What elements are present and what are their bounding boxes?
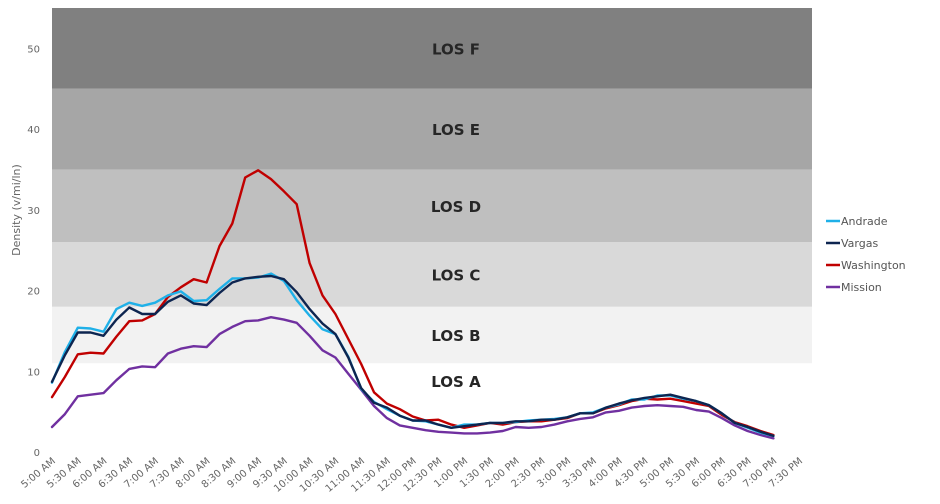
y-tick-label: 10 (27, 367, 40, 378)
y-axis-title: Density (v/mi/ln) (10, 164, 23, 256)
x-axis-ticks: 5:00 AM5:30 AM6:00 AM6:30 AM7:00 AM7:30 … (19, 456, 805, 495)
y-tick-label: 40 (27, 125, 40, 136)
band-label-los-c: LOS C (432, 266, 481, 284)
band-label-los-e: LOS E (432, 121, 480, 139)
y-axis-ticks: 0 10 20 30 40 50 (27, 44, 40, 459)
band-label-los-b: LOS B (431, 327, 480, 345)
band-label-los-d: LOS D (431, 198, 481, 216)
legend: Andrade Vargas Washington Mission (826, 215, 906, 294)
y-tick-label: 50 (27, 44, 40, 55)
legend-label-washington: Washington (841, 259, 906, 272)
legend-label-vargas: Vargas (841, 237, 878, 250)
y-tick-label: 0 (34, 448, 40, 459)
band-label-los-a: LOS A (431, 373, 481, 391)
band-label-los-f: LOS F (432, 40, 480, 58)
y-tick-label: 30 (27, 206, 40, 217)
legend-label-mission: Mission (841, 281, 882, 294)
legend-label-andrade: Andrade (841, 215, 888, 228)
y-tick-label: 20 (27, 287, 40, 298)
